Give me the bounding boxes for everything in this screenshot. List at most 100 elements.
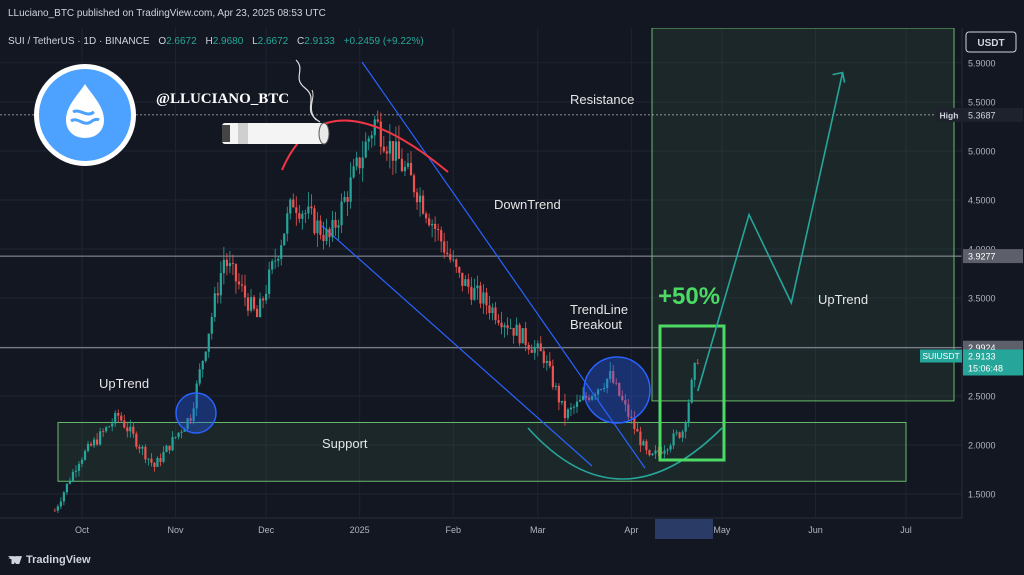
- time-tick-label: 2025: [350, 525, 370, 535]
- level-1-bg: [963, 249, 1023, 264]
- candle-body: [283, 233, 286, 246]
- symbol-name: SUI / TetherUS · 1D · BINANCE: [8, 36, 150, 47]
- downtrend-label: DownTrend: [494, 197, 561, 212]
- candle-body: [584, 395, 588, 398]
- candle-body: [488, 305, 491, 314]
- candle-body: [572, 406, 576, 408]
- candle-body: [237, 281, 241, 285]
- candle-body: [65, 483, 69, 493]
- candle-body: [566, 409, 570, 419]
- candle-body: [53, 510, 56, 512]
- candle-body: [618, 383, 621, 396]
- candle-body: [397, 141, 401, 159]
- candle-body: [271, 261, 274, 270]
- candle-body: [467, 279, 470, 287]
- candle-body: [234, 264, 238, 282]
- candle-body: [180, 431, 183, 433]
- candle-body: [295, 207, 298, 214]
- candle-body: [639, 431, 642, 446]
- candle-body: [150, 458, 153, 463]
- candle-body: [412, 175, 416, 193]
- candle-body: [581, 395, 585, 400]
- candle-body: [394, 141, 398, 161]
- time-tick-label: Mar: [530, 525, 546, 535]
- pair-tag-bg: [920, 349, 962, 363]
- candle-body: [265, 293, 268, 301]
- candle-body: [594, 394, 597, 396]
- time-axis-ticks: Oct Nov Dec 2025 Feb Mar Apr May Jun Jul: [75, 525, 912, 535]
- time-tick-label: Apr: [624, 525, 638, 535]
- candle-body: [482, 292, 485, 304]
- candle-body: [506, 325, 509, 329]
- candle-body: [126, 427, 129, 432]
- candle-body: [240, 284, 244, 286]
- tv-logo-icon: [8, 556, 22, 565]
- candle-body: [651, 453, 654, 456]
- candle-body: [379, 121, 382, 147]
- candle-body: [298, 213, 301, 219]
- candle-body: [108, 426, 111, 428]
- high-value-bg: [963, 107, 1023, 122]
- tradingview-logo[interactable]: TradingView: [8, 554, 91, 566]
- candle-body: [204, 351, 207, 361]
- time-tick-label: Feb: [445, 525, 461, 535]
- price-tick-label: 5.9000: [968, 58, 996, 68]
- publish-bar: LLuciano_BTC published on TradingView.co…: [0, 0, 1024, 28]
- candle-body: [153, 462, 156, 467]
- candle-body: [606, 378, 609, 388]
- candle-body: [361, 157, 364, 169]
- candle-body: [515, 324, 518, 336]
- candle-body: [675, 432, 678, 434]
- high-value-label: 5.3687: [968, 110, 996, 120]
- candle-body: [198, 369, 201, 384]
- candle-body: [627, 404, 630, 417]
- author-handle: @LLUCIANO_BTC: [156, 91, 289, 107]
- candle-body: [660, 452, 663, 454]
- candle-body: [252, 297, 256, 309]
- currency-button-label: USDT: [977, 38, 1004, 49]
- candle-body: [542, 351, 545, 364]
- candle-body: [527, 344, 530, 350]
- chart-svg[interactable]: Resistance DownTrend UpTrend UpTrend Support…: [0, 27, 1024, 548]
- candle-body: [509, 327, 512, 329]
- chart-area[interactable]: Resistance DownTrend UpTrend UpTrend Support…: [0, 27, 1024, 548]
- candle-body: [385, 151, 388, 154]
- candle-body: [301, 213, 304, 219]
- candle-body: [406, 162, 410, 167]
- last-price-label: 2.9133: [968, 351, 996, 361]
- candle-body: [669, 445, 672, 450]
- candle-body: [415, 192, 419, 203]
- candle-body: [367, 138, 370, 142]
- candle-body: [500, 322, 503, 328]
- uptrend-right-label: UpTrend: [818, 292, 868, 307]
- candle-body: [443, 241, 446, 253]
- time-tick-label: Oct: [75, 525, 90, 535]
- rounding-bottom-arc: [527, 427, 723, 480]
- price-tick-label: 5.5000: [968, 98, 996, 108]
- candle-body: [370, 135, 373, 139]
- candle-body: [452, 259, 455, 261]
- candle-body: [533, 347, 536, 353]
- candle-body: [144, 446, 147, 460]
- resistance-label: Resistance: [570, 92, 634, 107]
- candle-body: [129, 426, 132, 432]
- candle-body: [678, 432, 681, 438]
- candle-body: [557, 385, 560, 403]
- candle-body: [123, 420, 126, 428]
- time-tick-label: Dec: [258, 525, 275, 535]
- candle-body: [666, 449, 669, 451]
- candle-body: [642, 441, 645, 446]
- candle-body: [672, 433, 675, 446]
- candle-body: [684, 422, 687, 432]
- publish-info: LLuciano_BTC published on TradingView.co…: [8, 8, 326, 19]
- gain-percent-label: +50%: [658, 283, 720, 310]
- close-label: C: [297, 36, 304, 47]
- candle-body: [409, 162, 413, 176]
- candle-body: [600, 389, 603, 391]
- candle-body: [192, 408, 195, 421]
- price-tick-label: 2.0000: [968, 441, 996, 451]
- close-value: 2.9133: [304, 36, 335, 47]
- currency-button[interactable]: [965, 31, 1017, 53]
- candle-body: [216, 293, 219, 296]
- candle-body: [563, 400, 567, 419]
